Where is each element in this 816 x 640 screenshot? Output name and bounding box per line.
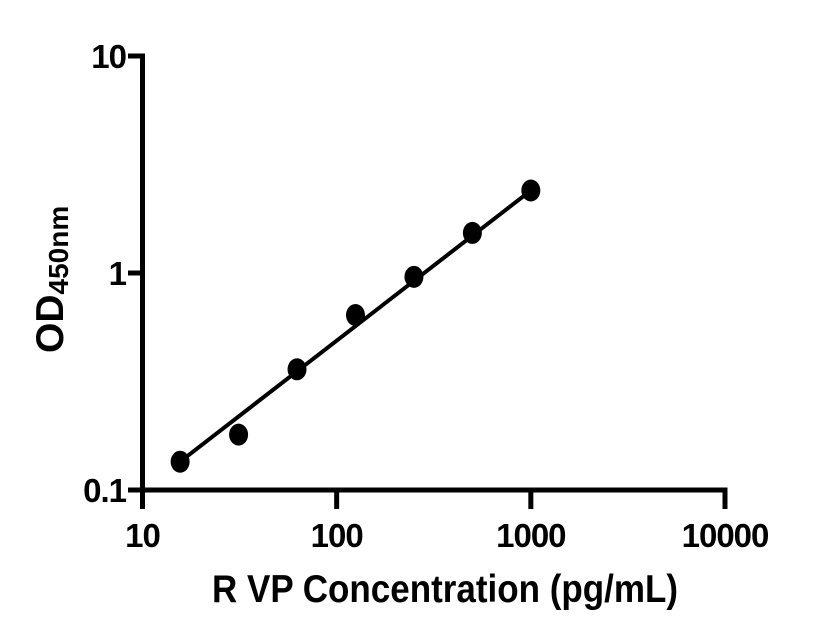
y-axis-ticks: 0.1 1 10 xyxy=(83,38,143,509)
y-tick-label: 10 xyxy=(91,38,126,75)
data-point xyxy=(521,179,541,202)
data-point xyxy=(345,304,365,327)
data-point xyxy=(404,265,424,288)
y-tick-label: 1 xyxy=(109,255,127,292)
x-tick-label: 10 xyxy=(125,517,160,554)
x-tick-label: 100 xyxy=(311,517,363,554)
data-point xyxy=(462,221,482,244)
y-axis-title: OD450nm xyxy=(29,206,74,353)
x-axis-title: R VP Concentration (pg/mL) xyxy=(212,568,678,611)
x-tick-label: 10000 xyxy=(682,517,769,554)
data-point xyxy=(287,358,307,381)
data-point xyxy=(229,423,249,446)
y-axis-title-main: OD xyxy=(29,295,72,354)
data-series xyxy=(170,179,541,473)
data-point xyxy=(170,450,190,473)
y-axis-title-subscript: 450nm xyxy=(43,206,74,295)
y-tick-label: 0.1 xyxy=(83,472,127,509)
x-axis-ticks: 10 100 1000 10000 xyxy=(125,490,769,554)
x-tick-label: 1000 xyxy=(496,517,565,554)
axes: 0.1 1 10 10 100 1000 10000 xyxy=(83,38,769,554)
